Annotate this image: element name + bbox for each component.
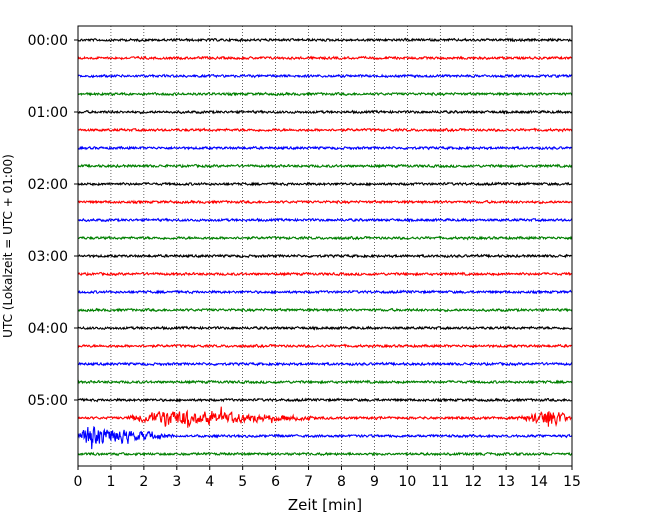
trace-13 bbox=[77, 271, 573, 277]
x-axis-label: Zeit [min] bbox=[288, 496, 362, 514]
traces bbox=[77, 37, 573, 457]
trace-0 bbox=[77, 37, 573, 43]
x-tick-label-9: 9 bbox=[370, 474, 379, 490]
trace-11 bbox=[77, 235, 573, 241]
x-axis: 0 1 2 3 4 5 6 7 8 9 10 11 12 13 14 15 bbox=[74, 466, 581, 490]
x-tick-label-0: 0 bbox=[74, 474, 83, 490]
x-tick-label-15: 15 bbox=[563, 474, 581, 490]
y-tick-label-5: 05:00 bbox=[28, 393, 68, 409]
trace-8 bbox=[77, 181, 573, 187]
y-tick-label-2: 02:00 bbox=[28, 177, 68, 193]
y-axis-label: UTC (Lokalzeit = UTC + 01:00) bbox=[1, 154, 15, 338]
x-tick-label-3: 3 bbox=[172, 474, 181, 490]
x-tick-label-6: 6 bbox=[271, 474, 280, 490]
y-tick-label-1: 01:00 bbox=[28, 105, 68, 121]
x-tick-label-5: 5 bbox=[238, 474, 247, 490]
trace-9 bbox=[77, 199, 573, 205]
trace-1 bbox=[77, 55, 573, 61]
trace-22 bbox=[77, 425, 573, 450]
trace-3 bbox=[77, 91, 573, 97]
trace-18 bbox=[77, 361, 573, 367]
y-axis: 00:00 01:00 02:00 03:00 04:00 05:00 bbox=[28, 33, 78, 409]
trace-4 bbox=[77, 109, 573, 115]
trace-21 bbox=[77, 406, 573, 428]
trace-5 bbox=[77, 127, 573, 133]
grid bbox=[110, 26, 540, 466]
x-tick-label-10: 10 bbox=[398, 474, 416, 490]
x-tick-label-7: 7 bbox=[304, 474, 313, 490]
x-tick-label-8: 8 bbox=[337, 474, 346, 490]
trace-2 bbox=[77, 73, 573, 79]
trace-15 bbox=[77, 307, 573, 313]
y-tick-label-3: 03:00 bbox=[28, 249, 68, 265]
trace-10 bbox=[77, 217, 573, 223]
trace-16 bbox=[77, 325, 573, 331]
y-tick-label-4: 04:00 bbox=[28, 321, 68, 337]
x-tick-label-4: 4 bbox=[205, 474, 214, 490]
trace-12 bbox=[77, 253, 573, 259]
x-tick-label-13: 13 bbox=[497, 474, 515, 490]
x-tick-label-11: 11 bbox=[431, 474, 449, 490]
x-tick-label-1: 1 bbox=[106, 474, 115, 490]
trace-17 bbox=[77, 343, 573, 349]
plot-frame bbox=[77, 25, 573, 467]
y-tick-label-0: 00:00 bbox=[28, 33, 68, 49]
x-tick-label-14: 14 bbox=[530, 474, 548, 490]
x-tick-label-12: 12 bbox=[464, 474, 482, 490]
trace-23 bbox=[77, 451, 573, 457]
trace-19 bbox=[77, 379, 573, 385]
trace-20 bbox=[77, 397, 573, 403]
trace-14 bbox=[77, 289, 573, 295]
x-tick-label-2: 2 bbox=[139, 474, 148, 490]
trace-6 bbox=[77, 145, 573, 151]
trace-7 bbox=[77, 163, 573, 169]
